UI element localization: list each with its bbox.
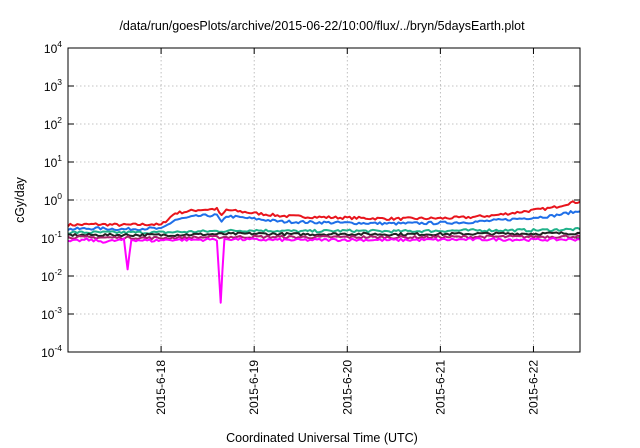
y-tick-base: 10 — [41, 346, 55, 360]
y-tick-label: 10-3 — [41, 305, 62, 322]
y-tick-label: 101 — [44, 153, 62, 170]
x-tick-label: 2015-6-22 — [526, 360, 540, 415]
y-tick-exponent: -4 — [54, 343, 62, 353]
series-line — [67, 237, 581, 304]
y-tick-label: 10-4 — [41, 343, 62, 360]
grid — [68, 48, 580, 352]
y-tick-exponent: 0 — [57, 191, 62, 201]
series-line — [67, 231, 581, 238]
series-line — [67, 234, 581, 241]
y-tick-base: 10 — [44, 194, 58, 208]
x-tick-label: 2015-6-20 — [340, 360, 354, 415]
y-tick-base: 10 — [41, 308, 55, 322]
series-line — [67, 227, 581, 235]
x-axis-label: Coordinated Universal Time (UTC) — [226, 431, 418, 445]
y-tick-base: 10 — [41, 270, 55, 284]
y-tick-label: 104 — [44, 39, 62, 56]
y-tick-exponent: -3 — [54, 305, 62, 315]
y-tick-exponent: -1 — [54, 229, 62, 239]
x-tick-labels: 2015-6-18 2015-6-19 2015-6-20 2015-6-21 2015… — [154, 360, 540, 415]
x-tick-label: 2015-6-19 — [247, 360, 261, 415]
y-tick-exponent: 2 — [57, 115, 62, 125]
y-tick-base: 10 — [44, 156, 58, 170]
y-tick-label: 100 — [44, 191, 62, 208]
y-tick-exponent: 1 — [57, 153, 62, 163]
y-tick-exponent: -2 — [54, 267, 62, 277]
y-tick-base: 10 — [44, 118, 58, 132]
y-tick-label: 102 — [44, 115, 62, 132]
y-tick-label: 10-2 — [41, 267, 62, 284]
y-tick-base: 10 — [44, 80, 58, 94]
y-tick-label: 103 — [44, 77, 62, 94]
y-tick-exponent: 4 — [57, 39, 62, 49]
series-lines — [67, 200, 581, 304]
y-tick-base: 10 — [41, 232, 55, 246]
chart-title: /data/run/goesPlots/archive/2015-06-22/1… — [119, 19, 525, 33]
y-axis-label: cGy/day — [13, 176, 27, 223]
y-tick-exponent: 3 — [57, 77, 62, 87]
x-tick-label: 2015-6-18 — [154, 360, 168, 415]
y-tick-label: 10-1 — [41, 229, 62, 246]
plot-frame — [67, 47, 581, 353]
series-line — [67, 200, 581, 227]
x-tick-label: 2015-6-21 — [433, 360, 447, 415]
series-line — [67, 210, 581, 232]
y-tick-base: 10 — [44, 42, 58, 56]
